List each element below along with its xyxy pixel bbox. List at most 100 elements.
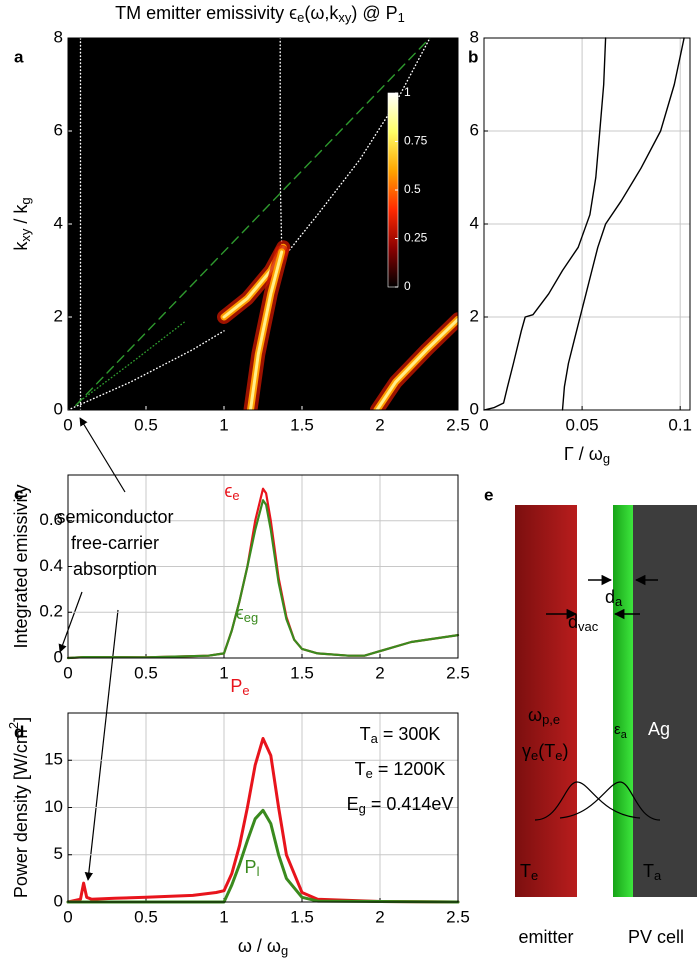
x-tick-label: 0 — [63, 415, 72, 434]
emitter-layer — [515, 505, 577, 897]
text-part: e — [366, 766, 373, 781]
x-tick-label: 0 — [479, 415, 488, 434]
y-tick-label: 0 — [470, 399, 479, 418]
decay-curve — [534, 781, 641, 821]
text-part: g — [18, 197, 33, 204]
text-part: vac — [578, 619, 599, 634]
text-part: a — [615, 594, 623, 609]
schematic-label: Ta — [643, 861, 662, 884]
colorbar-tick-label: 0.75 — [404, 134, 428, 148]
text-part: P — [245, 857, 257, 877]
text-part: = 1200K — [373, 759, 446, 779]
text-part: ε — [614, 721, 621, 738]
text-part: γ — [522, 741, 531, 761]
series-group — [66, 737, 460, 904]
text-part: P — [230, 676, 242, 696]
y-tick-label: 0.2 — [39, 602, 63, 621]
text-part: ) @ P — [351, 3, 397, 23]
y-tick-label: 0.4 — [39, 556, 63, 575]
annotation-arrows — [58, 417, 126, 881]
annotation: Pe — [230, 676, 249, 699]
pv-label: PV cell — [628, 927, 684, 947]
text-part: a — [371, 731, 379, 746]
y-tick-label: 0 — [54, 891, 63, 910]
text-part: g — [603, 451, 610, 466]
y-tick-label: 15 — [44, 750, 63, 769]
y-tick-label: 5 — [54, 844, 63, 863]
line-series — [279, 38, 283, 248]
text-part: = 300K — [378, 724, 441, 744]
plot-frame — [483, 37, 691, 411]
decay-curve — [559, 781, 661, 821]
line-series — [75, 38, 431, 407]
y-tick-label: 4 — [470, 213, 479, 232]
text-part: d — [568, 612, 578, 632]
panel-label: a — [14, 47, 24, 66]
text-part: xy — [338, 10, 351, 25]
line-series — [66, 499, 460, 660]
y-tick-label: 8 — [54, 27, 63, 46]
series-group — [66, 487, 460, 660]
annotation: Eg = 0.414eV — [347, 794, 454, 817]
annotation: ϵeg — [236, 603, 258, 626]
text-part: g — [359, 801, 366, 816]
text-part: ϵ — [236, 603, 244, 623]
y-axis-label: Power density [W/cm2] — [6, 717, 30, 898]
chart-title: TM emitter emissivity ϵe(ω,kxy) @ P1 — [115, 3, 405, 26]
schematic-label: εa — [614, 721, 627, 741]
text-part: = 0.414eV — [366, 794, 454, 814]
schematic-label: dvac — [568, 612, 599, 635]
y-axis-label: kxy / kg — [11, 197, 34, 250]
arrow — [79, 417, 126, 493]
y-tick-label: 6 — [54, 120, 63, 139]
emitter-label: emitter — [518, 927, 573, 947]
x-tick-label: 2 — [375, 415, 384, 434]
line-series — [288, 38, 431, 251]
line-series — [561, 37, 685, 411]
text-part: xy — [18, 228, 33, 241]
text-part: T — [643, 861, 654, 881]
text-part: e — [531, 748, 538, 763]
text-part: e — [297, 10, 304, 25]
x-axis-label: Γ / ωg — [564, 444, 610, 467]
series-group — [68, 38, 458, 410]
text-part: e — [555, 748, 562, 763]
x-tick-label: 1 — [219, 663, 228, 682]
text-part: 2 — [6, 722, 21, 729]
text-part: Power density [W/cm — [11, 729, 31, 898]
text-part: (ω,k — [304, 3, 339, 23]
text-part: 1 — [398, 10, 405, 25]
x-tick-label: 2 — [375, 907, 384, 926]
annotation: Pl — [245, 857, 260, 880]
text-part: g — [281, 943, 288, 958]
line-series — [483, 37, 607, 411]
line-series — [66, 808, 460, 904]
text-part: (T — [538, 741, 555, 761]
x-tick-label: 2.5 — [446, 415, 470, 434]
plot-frame — [67, 474, 459, 659]
panel: 0 0.05 0.1 0 2 4 6 8b Γ / ωg — [468, 27, 692, 466]
y-tick-label: 10 — [44, 797, 63, 816]
text-part: ϵ — [224, 481, 232, 501]
text-part: T — [520, 861, 531, 881]
text-part: T — [355, 759, 366, 779]
colorbar-tick-label: 0.5 — [404, 182, 421, 196]
x-tick-label: 1.5 — [290, 663, 314, 682]
text-part: e — [242, 683, 249, 698]
line-series — [79, 320, 186, 402]
text-part: a — [654, 868, 662, 883]
text-part: k — [11, 241, 31, 251]
text-part: e — [531, 868, 538, 883]
text-part: p,e — [542, 712, 560, 727]
x-tick-label: 2.5 — [446, 663, 470, 682]
y-tick-label: 0 — [54, 399, 63, 418]
emission-band — [249, 250, 284, 410]
schematic-label: ωp,e — [528, 705, 560, 728]
emission-band — [375, 317, 458, 410]
annotation-text: free-carrier — [71, 533, 159, 553]
x-tick-label: 0.5 — [134, 415, 158, 434]
colorbar-tick-label: 1 — [404, 85, 411, 99]
